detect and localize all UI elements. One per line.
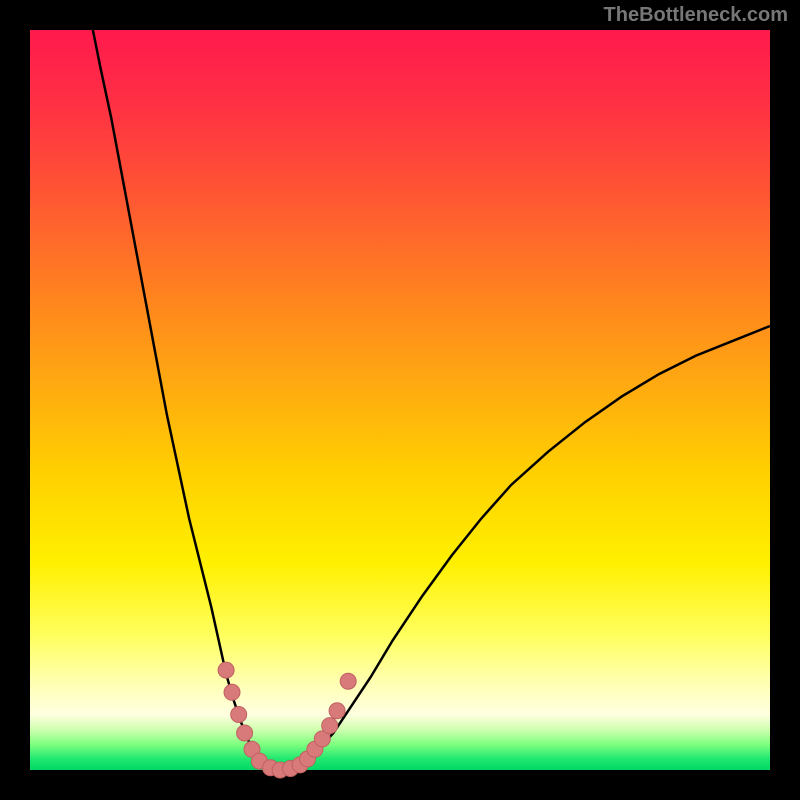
watermark-text: TheBottleneck.com — [604, 4, 788, 27]
chart-plot-area — [30, 30, 770, 770]
